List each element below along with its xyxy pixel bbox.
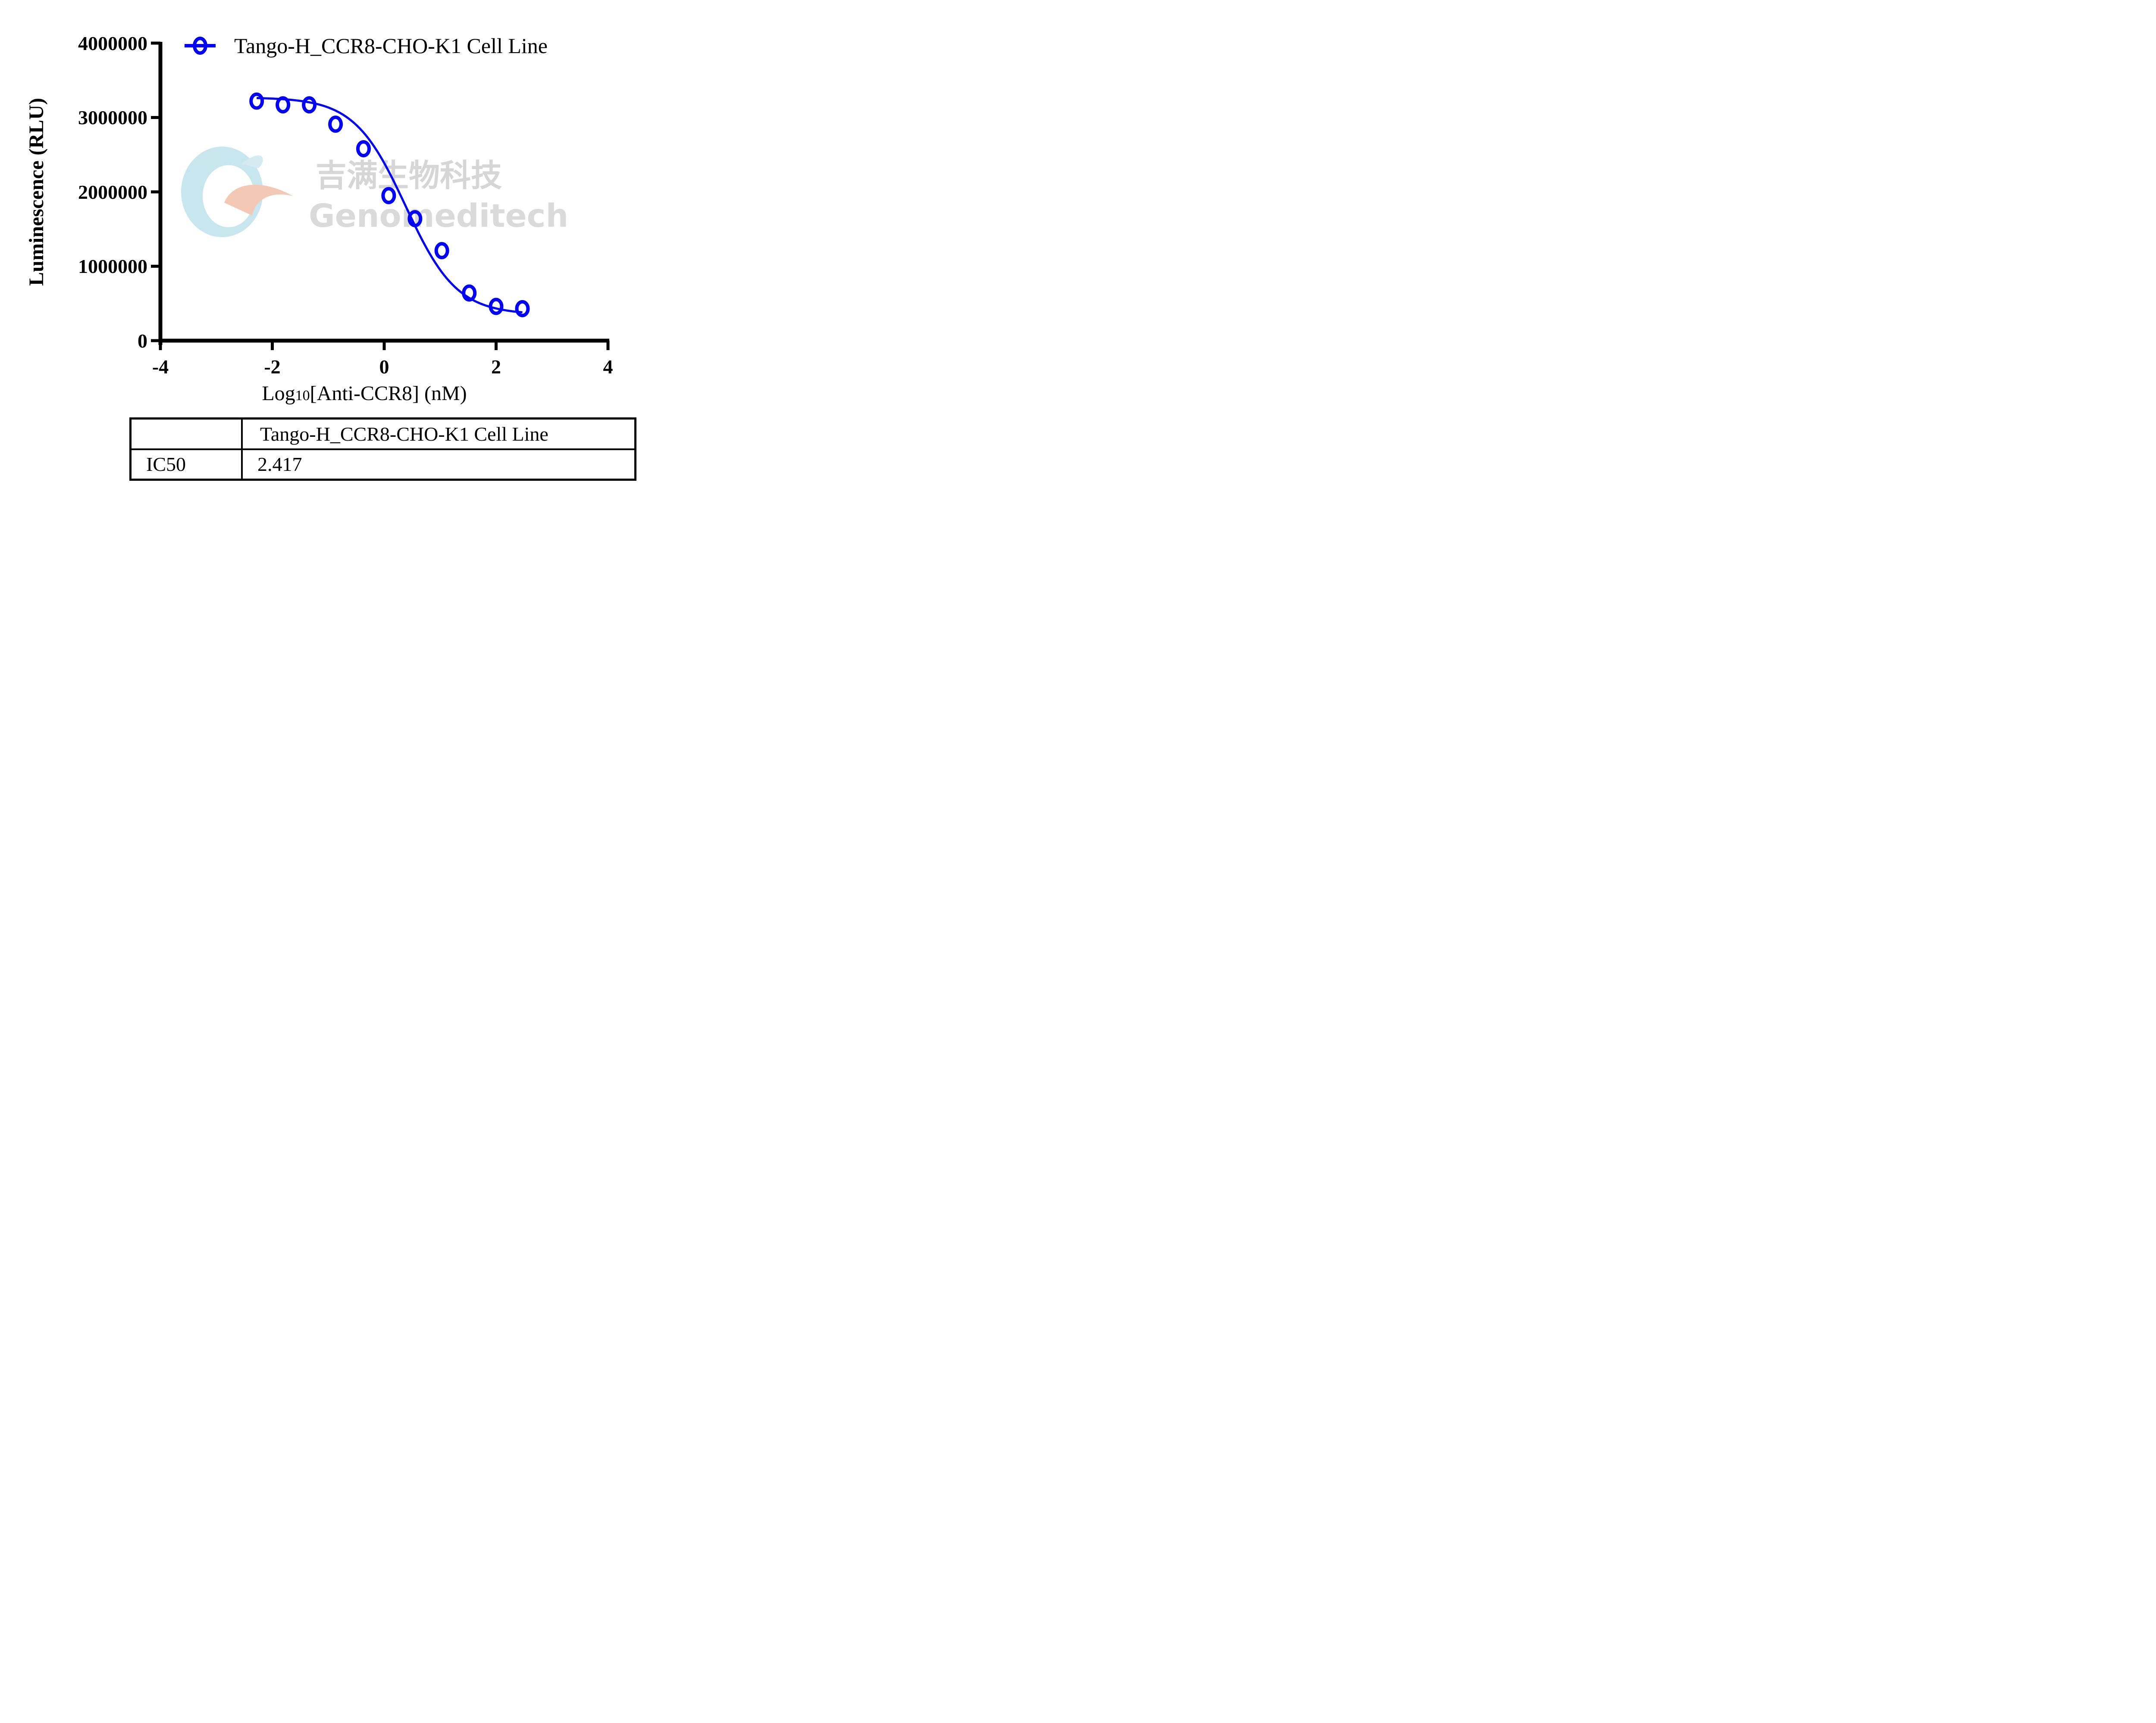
data-point: [302, 96, 317, 114]
data-points: [249, 92, 530, 317]
y-tick-label: 4000000: [78, 32, 147, 54]
x-tick-label: 4: [603, 356, 613, 378]
x-tick-label: 0: [379, 356, 389, 378]
data-point: [356, 140, 371, 157]
x-tick-label: -2: [264, 356, 280, 378]
ic50-table: Tango-H_CCR8-CHO-K1 Cell Line IC50 2.417: [129, 417, 636, 481]
x-tick-label: -4: [152, 356, 169, 378]
x-tick-label: 2: [491, 356, 501, 378]
table-row-label: IC50: [129, 448, 243, 481]
y-tick-label: 2000000: [78, 181, 147, 203]
data-point: [381, 187, 396, 204]
data-point: [276, 96, 291, 114]
x-axis: -4 -2 0 2 4 Log10[Anti-CCR8] (nM): [152, 338, 613, 405]
data-point: [489, 298, 504, 315]
table-row: IC50 2.417: [129, 448, 636, 481]
table-header-row: Tango-H_CCR8-CHO-K1 Cell Line: [129, 417, 636, 450]
legend: Tango-H_CCR8-CHO-K1 Cell Line: [185, 34, 548, 58]
data-point: [249, 92, 264, 110]
fit-curve: [257, 97, 523, 313]
dose-response-chart: 吉满生物科技 Genomeditech 4000000 3000000 2000…: [25, 32, 613, 405]
table-cell: [129, 417, 243, 450]
y-tick-label: 0: [138, 330, 147, 352]
data-point: [462, 284, 477, 302]
data-point: [434, 242, 449, 260]
legend-circle-marker-icon: [193, 37, 207, 55]
legend-label: Tango-H_CCR8-CHO-K1 Cell Line: [234, 34, 548, 58]
y-axis: 4000000 3000000 2000000 1000000 0 Lumine…: [25, 32, 163, 352]
data-point: [407, 210, 423, 228]
x-axis-title: Log10[Anti-CCR8] (nM): [262, 382, 467, 405]
watermark: 吉满生物科技 Genomeditech: [181, 147, 568, 237]
watermark-logo-icon: [181, 147, 293, 237]
watermark-cn: 吉满生物科技: [316, 157, 502, 194]
y-tick-label: 3000000: [78, 107, 147, 128]
y-tick-label: 1000000: [78, 255, 147, 277]
data-point: [328, 116, 343, 133]
y-axis-title: Luminescence (RLU): [25, 98, 48, 286]
watermark-en: Genomeditech: [309, 197, 568, 235]
data-point: [515, 300, 530, 317]
ic50-value: 2.417: [241, 448, 636, 481]
table-column-header: Tango-H_CCR8-CHO-K1 Cell Line: [241, 417, 636, 450]
